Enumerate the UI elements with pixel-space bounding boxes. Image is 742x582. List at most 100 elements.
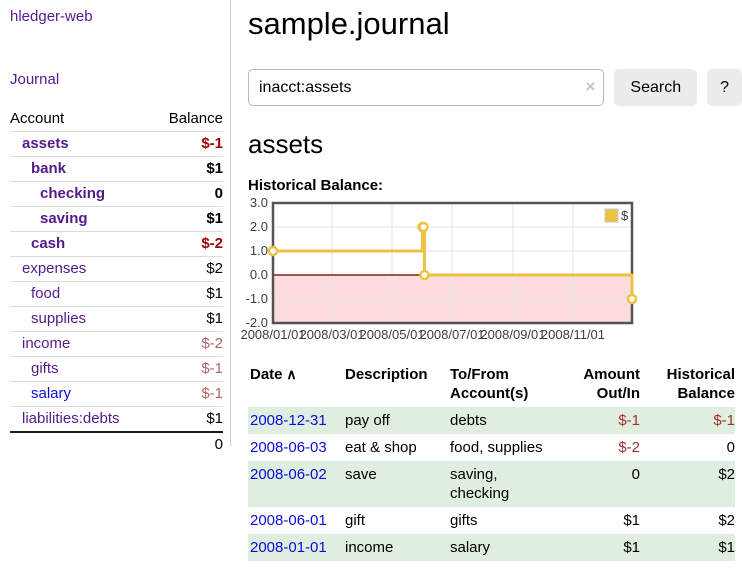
register-header-label: Historical Balance — [666, 366, 735, 402]
x-tick-label: 2008/09/01 — [480, 327, 545, 342]
account-balance: $-1 — [201, 385, 223, 402]
sidebar-account-link[interactable]: gifts — [31, 360, 59, 377]
search-input[interactable] — [248, 69, 605, 106]
account-row: food $1 — [10, 281, 223, 307]
plot-border — [271, 201, 634, 325]
transaction-accounts: debts — [450, 412, 487, 429]
x-tick-label: 2008/01/01 — [240, 327, 305, 342]
account-row: supplies $1 — [10, 306, 223, 332]
transaction-amount: $1 — [623, 539, 640, 556]
y-tick-label: 3.0 — [250, 195, 268, 210]
account-balance: $1 — [206, 210, 223, 227]
y-tick-label: 2.0 — [250, 219, 268, 234]
transaction-description: gift — [345, 512, 366, 529]
sidebar-account-link[interactable]: checking — [40, 185, 106, 202]
transaction-row: 2008-01-01 income salary $1 $1 — [248, 534, 735, 561]
sidebar-account-link[interactable]: bank — [31, 160, 67, 177]
x-tick-label: 2008/11/01 — [541, 327, 605, 342]
legend-swatch — [604, 208, 619, 223]
transaction-row: 2008-06-03 eat & shop food, supplies $-2 0 — [248, 434, 735, 461]
register-header-date[interactable]: Date ∧ — [248, 361, 345, 407]
sidebar-account-link[interactable]: supplies — [31, 310, 87, 327]
page-title: sample.journal — [248, 6, 450, 41]
account-balance: $1 — [206, 160, 223, 177]
x-tick-label: 2008/03/01 — [299, 327, 364, 342]
sidebar-account-link[interactable]: food — [31, 285, 61, 302]
transaction-accounts: gifts — [450, 512, 478, 529]
transaction-balance: $-1 — [713, 412, 735, 429]
transaction-date-link[interactable]: 2008-06-02 — [250, 466, 327, 483]
search-button[interactable]: Search — [614, 69, 698, 106]
account-row: checking 0 — [10, 181, 223, 207]
y-tick-label: 1.0 — [250, 243, 268, 258]
sidebar-account-link[interactable]: assets — [22, 135, 69, 152]
x-tick-label: 2008/05/01 — [359, 327, 424, 342]
account-balance: 0 — [214, 185, 223, 202]
transaction-balance: $2 — [718, 512, 735, 529]
register-header-label: Description — [345, 366, 428, 383]
search-box: × — [248, 69, 605, 106]
transaction-row: 2008-12-31 pay off debts $-1 $-1 — [248, 407, 735, 434]
transaction-accounts: salary — [450, 539, 491, 556]
sidebar-item-journal[interactable]: Journal — [10, 71, 60, 88]
transaction-accounts: saving, checking — [450, 466, 510, 502]
transaction-amount: 0 — [631, 466, 640, 483]
accounts-total-row: 0 — [10, 431, 223, 457]
transaction-description: income — [345, 539, 394, 556]
register-header-historical-balance: Historical Balance — [640, 361, 735, 407]
sidebar-account-link[interactable]: salary — [31, 385, 72, 402]
register-body: 2008-12-31 pay off debts $-1 $-1 2008-06-03 ea… — [248, 407, 735, 561]
app-title-link[interactable]: hledger-web — [10, 8, 93, 25]
data-point-marker — [626, 293, 638, 305]
transaction-date-link[interactable]: 2008-01-01 — [250, 539, 327, 556]
account-row: liabilities:debts $1 — [10, 406, 223, 433]
account-row: assets $-1 — [10, 132, 223, 157]
account-row: income $-2 — [10, 331, 223, 357]
accounts-header-account: Account — [10, 107, 153, 132]
x-tick-label: 2008/07/01 — [419, 327, 484, 342]
account-row: gifts $-1 — [10, 356, 223, 382]
sidebar-account-link[interactable]: income — [22, 335, 71, 352]
chart-title: Historical Balance: — [248, 177, 384, 194]
account-balance: $-1 — [201, 135, 223, 152]
sidebar-account-link[interactable]: saving — [40, 210, 88, 227]
register-header-row: Date ∧ Description To/From Account(s) Amoun… — [248, 361, 735, 407]
register-table: Date ∧ Description To/From Account(s) Amoun… — [248, 361, 735, 561]
register-header-label: Amount Out/In — [583, 366, 640, 402]
account-balance: $1 — [206, 410, 223, 427]
account-balance: $2 — [206, 260, 223, 277]
transaction-balance: $2 — [718, 466, 735, 483]
clear-search-icon[interactable]: × — [585, 77, 596, 96]
account-row: cash $-2 — [10, 231, 223, 257]
transaction-description: eat & shop — [345, 439, 417, 456]
accounts-table-header-row: Account Balance — [10, 107, 223, 132]
transaction-amount: $-2 — [618, 439, 640, 456]
transaction-row: 2008-06-02 save saving, checking 0 $2 — [248, 461, 735, 507]
transaction-description: pay off — [345, 412, 390, 429]
account-row: salary $-1 — [10, 381, 223, 407]
sidebar-account-link[interactable]: liabilities:debts — [22, 410, 120, 427]
y-tick-label: 0.0 — [250, 267, 268, 282]
sidebar: hledger-web Journal Account Balance asse… — [0, 0, 231, 457]
register-header-amount-out-in: Amount Out/In — [563, 361, 640, 407]
sidebar-account-link[interactable]: expenses — [22, 260, 87, 277]
data-point-marker — [419, 269, 430, 281]
legend-label: $ — [621, 208, 629, 223]
main-content: sample.journal × Search ? assets Histori… — [240, 0, 742, 561]
account-heading: assets — [248, 129, 324, 159]
register-header-label: To/From Account(s) — [450, 366, 529, 402]
account-balance: $-2 — [201, 335, 223, 352]
account-row: expenses $2 — [10, 256, 223, 282]
accounts-table: Account Balance assets $-1 bank $1 checking 0… — [10, 107, 223, 457]
transaction-date-link[interactable]: 2008-12-31 — [250, 412, 327, 429]
account-row: bank $1 — [10, 156, 223, 182]
transaction-balance: $1 — [718, 539, 735, 556]
accounts-table-body: assets $-1 bank $1 checking 0 saving $1 cash $-2 e… — [10, 132, 223, 433]
transaction-date-link[interactable]: 2008-06-03 — [250, 439, 327, 456]
sidebar-account-link[interactable]: cash — [31, 235, 66, 252]
transaction-description: save — [345, 466, 377, 483]
help-button[interactable]: ? — [707, 69, 742, 106]
account-balance: $-2 — [201, 235, 223, 252]
transaction-date-link[interactable]: 2008-06-01 — [250, 512, 327, 529]
accounts-header-balance: Balance — [152, 107, 223, 132]
